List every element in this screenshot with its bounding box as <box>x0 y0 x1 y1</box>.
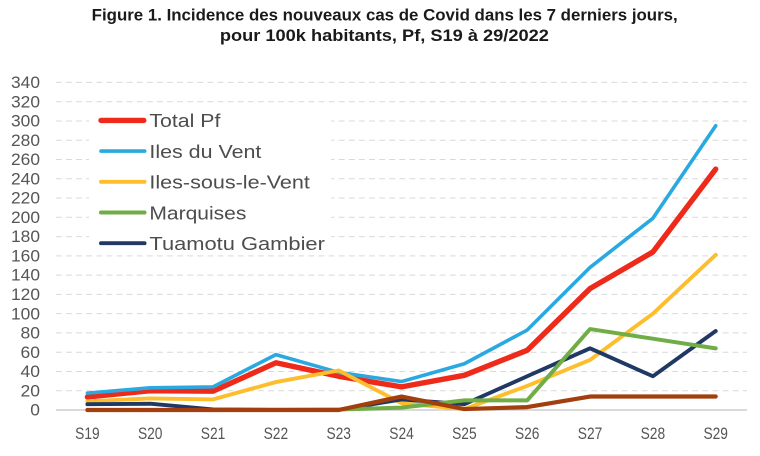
svg-text:60: 60 <box>21 343 41 362</box>
svg-text:Iles-sous-le-Vent: Iles-sous-le-Vent <box>149 172 310 193</box>
svg-text:300: 300 <box>11 112 40 131</box>
svg-text:260: 260 <box>11 150 40 169</box>
svg-text:S21: S21 <box>201 424 226 443</box>
svg-text:340: 340 <box>11 73 40 92</box>
svg-text:80: 80 <box>21 324 41 343</box>
svg-text:320: 320 <box>11 92 40 111</box>
svg-text:Figure 1. Incidence des nouvea: Figure 1. Incidence des nouveaux cas de … <box>92 6 678 24</box>
svg-text:140: 140 <box>11 266 40 285</box>
svg-text:Total Pf: Total Pf <box>149 110 221 131</box>
svg-text:160: 160 <box>11 246 40 265</box>
svg-text:S27: S27 <box>578 424 603 443</box>
svg-text:S26: S26 <box>515 424 540 443</box>
svg-text:Tuamotu Gambier: Tuamotu Gambier <box>149 233 325 254</box>
svg-text:S29: S29 <box>703 424 728 443</box>
svg-text:280: 280 <box>11 131 40 150</box>
svg-text:S20: S20 <box>138 424 163 443</box>
svg-text:100: 100 <box>11 304 40 323</box>
svg-text:0: 0 <box>30 401 40 420</box>
svg-text:Iles du Vent: Iles du Vent <box>149 141 261 162</box>
svg-text:S28: S28 <box>641 424 666 443</box>
svg-text:40: 40 <box>21 362 41 381</box>
svg-text:Marquises: Marquises <box>149 202 246 223</box>
svg-text:S22: S22 <box>264 424 289 443</box>
svg-text:S25: S25 <box>452 424 477 443</box>
svg-text:120: 120 <box>11 285 40 304</box>
svg-text:S24: S24 <box>389 424 414 443</box>
svg-text:S19: S19 <box>75 424 100 443</box>
svg-text:240: 240 <box>11 169 40 188</box>
svg-text:pour 100k habitants, Pf, S19 à: pour 100k habitants, Pf, S19 à 29/2022 <box>220 27 549 45</box>
svg-text:20: 20 <box>21 381 41 400</box>
svg-text:220: 220 <box>11 189 40 208</box>
svg-text:180: 180 <box>11 227 40 246</box>
svg-text:200: 200 <box>11 208 40 227</box>
svg-text:S23: S23 <box>326 424 351 443</box>
